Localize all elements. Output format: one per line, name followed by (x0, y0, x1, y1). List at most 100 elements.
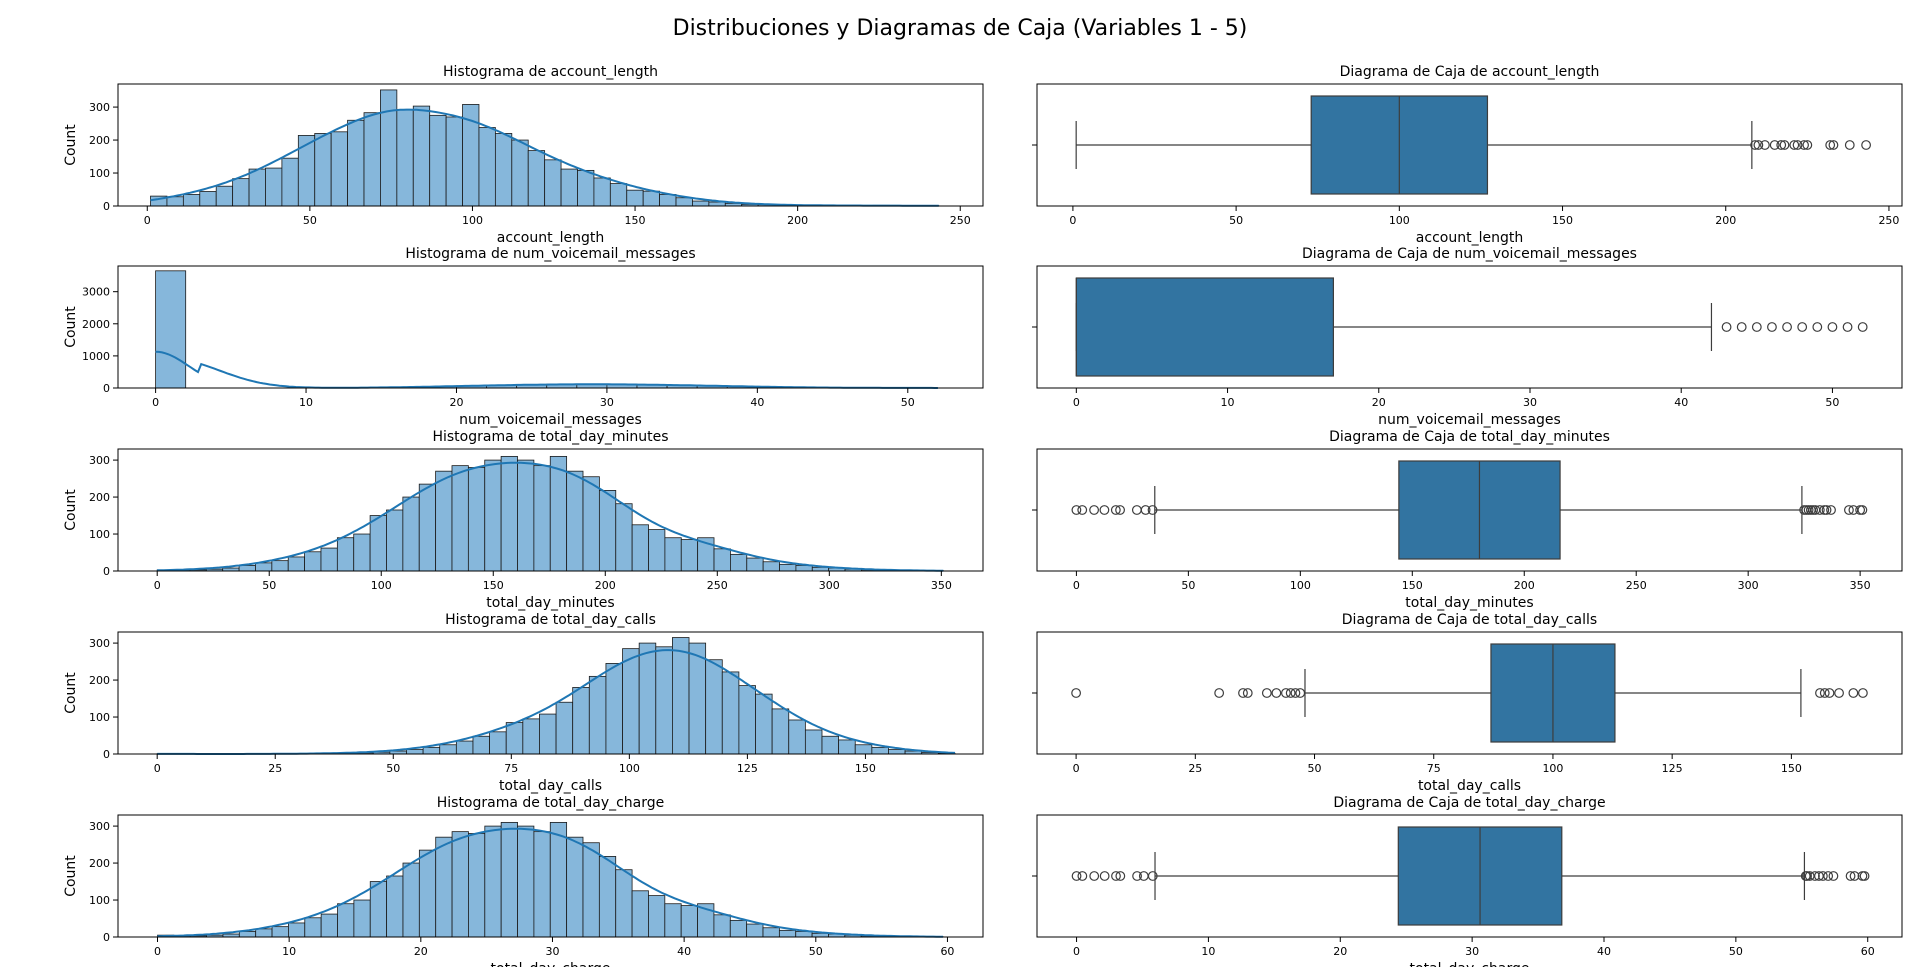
outlier-point (1261, 688, 1272, 698)
y-tick-label: 200 (89, 134, 110, 147)
histogram-bar (386, 509, 404, 572)
histogram-bar (746, 557, 764, 572)
boxplot-panel-4: Diagrama de Caja de total_day_calls 0 25 50… (1032, 612, 1903, 794)
histogram-bar (484, 825, 502, 938)
x-tick-label: 40 (677, 945, 691, 958)
x-axis-label: num_voicemail_messages (459, 412, 642, 428)
outlier-point (1099, 871, 1110, 881)
histogram-bar (605, 663, 623, 755)
histogram-bar (386, 875, 404, 938)
histogram-bar (435, 470, 453, 572)
axes-frame (117, 631, 984, 755)
panel-title: Histograma de total_day_charge (437, 795, 665, 811)
axes-frame (1036, 448, 1903, 572)
outlier-point (1721, 322, 1732, 332)
outlier-point (1848, 688, 1859, 698)
x-tick-label: 100 (1389, 214, 1410, 227)
x-tick-label: 0 (1069, 214, 1076, 227)
histogram-bar (888, 749, 906, 755)
kde-curve (157, 461, 944, 572)
histogram-bar (729, 919, 748, 938)
iqr-box (1075, 277, 1334, 377)
y-tick-label: 300 (89, 101, 110, 114)
histogram-bar (566, 836, 584, 938)
histogram-bar (572, 687, 590, 755)
x-tick-label: 100 (1290, 579, 1311, 592)
x-tick-label: 50 (809, 945, 823, 958)
outlier-point (1071, 505, 1082, 515)
outlier-point (1779, 140, 1790, 150)
y-tick-label: 0 (103, 748, 110, 761)
histogram-bar (422, 746, 441, 755)
x-tick-label: 60 (940, 945, 954, 958)
x-tick-label: 125 (1662, 762, 1683, 775)
outlier-point (1769, 140, 1780, 150)
y-axis-label: Count (63, 855, 79, 897)
histogram-bar (713, 548, 731, 572)
histogram-bar (287, 556, 305, 572)
histogram-bar (505, 722, 524, 755)
x-tick-label: 25 (268, 762, 282, 775)
histogram-bar (522, 718, 540, 755)
histogram-bar (478, 127, 496, 207)
boxplot-panel-3: Diagrama de Caja de total_day_minutes 0 50… (1032, 429, 1903, 611)
y-axis-label: Count (63, 124, 79, 166)
histogram-bar (795, 931, 813, 938)
histogram-bar (533, 465, 551, 572)
x-tick-label: 100 (1542, 762, 1563, 775)
panel-title: Diagrama de Caja de total_day_minutes (1329, 429, 1610, 445)
histogram-bar (721, 671, 740, 755)
outlier-point (1115, 505, 1125, 515)
histogram-bar (517, 459, 535, 572)
x-tick-label: 40 (1674, 396, 1688, 409)
histogram-bar (804, 729, 823, 755)
x-axis-label: total_day_charge (1410, 961, 1530, 967)
histogram-bar (615, 503, 633, 572)
histogram-panel-3: Histograma de total_day_minutes 0 100 200 30… (63, 429, 984, 611)
histogram-bar (655, 646, 673, 755)
outlier-point (1859, 871, 1870, 881)
outlier-point (1849, 871, 1860, 881)
histogram-bar (439, 744, 457, 755)
x-axis-label: account_length (497, 230, 604, 246)
histogram-bar (347, 119, 365, 207)
y-tick-label: 300 (89, 820, 110, 833)
outlier-point (1802, 871, 1812, 881)
histogram-bar (730, 553, 748, 572)
y-tick-label: 300 (89, 637, 110, 650)
outlier-point (1844, 140, 1855, 150)
outlier-point (1819, 688, 1830, 698)
x-tick-label: 125 (737, 762, 758, 775)
outlier-point (1071, 871, 1082, 881)
outlier-point (1814, 505, 1825, 515)
histogram-bar (215, 185, 234, 207)
outlier-point (1147, 505, 1158, 515)
outlier-point (1071, 688, 1082, 698)
x-tick-label: 150 (1402, 579, 1423, 592)
x-tick-label: 25 (1188, 762, 1202, 775)
histogram-bar (511, 139, 529, 207)
histogram-bar (771, 708, 790, 755)
x-tick-label: 0 (154, 579, 161, 592)
x-axis-label: total_day_calls (1418, 778, 1521, 794)
x-axis-label: total_day_charge (491, 961, 611, 967)
histogram-bar (582, 842, 600, 938)
axes-frame (117, 814, 984, 938)
x-tick-label: 10 (1201, 945, 1215, 958)
histogram-bar (166, 196, 184, 207)
kde-curve (155, 350, 938, 389)
histogram-bar (353, 899, 371, 938)
outlier-point (1140, 505, 1151, 515)
outlier-point (1821, 505, 1832, 515)
histogram-bar (396, 108, 414, 207)
histogram-bar (182, 194, 201, 207)
x-tick-label: 50 (1181, 579, 1195, 592)
x-tick-label: 60 (1861, 945, 1875, 958)
outlier-point (1857, 871, 1868, 881)
x-tick-label: 300 (1738, 579, 1759, 592)
x-tick-label: 30 (545, 945, 559, 958)
x-tick-label: 150 (1552, 214, 1573, 227)
outlier-point (1827, 322, 1838, 332)
histogram-bar (435, 836, 453, 938)
histogram-bar (705, 659, 723, 755)
